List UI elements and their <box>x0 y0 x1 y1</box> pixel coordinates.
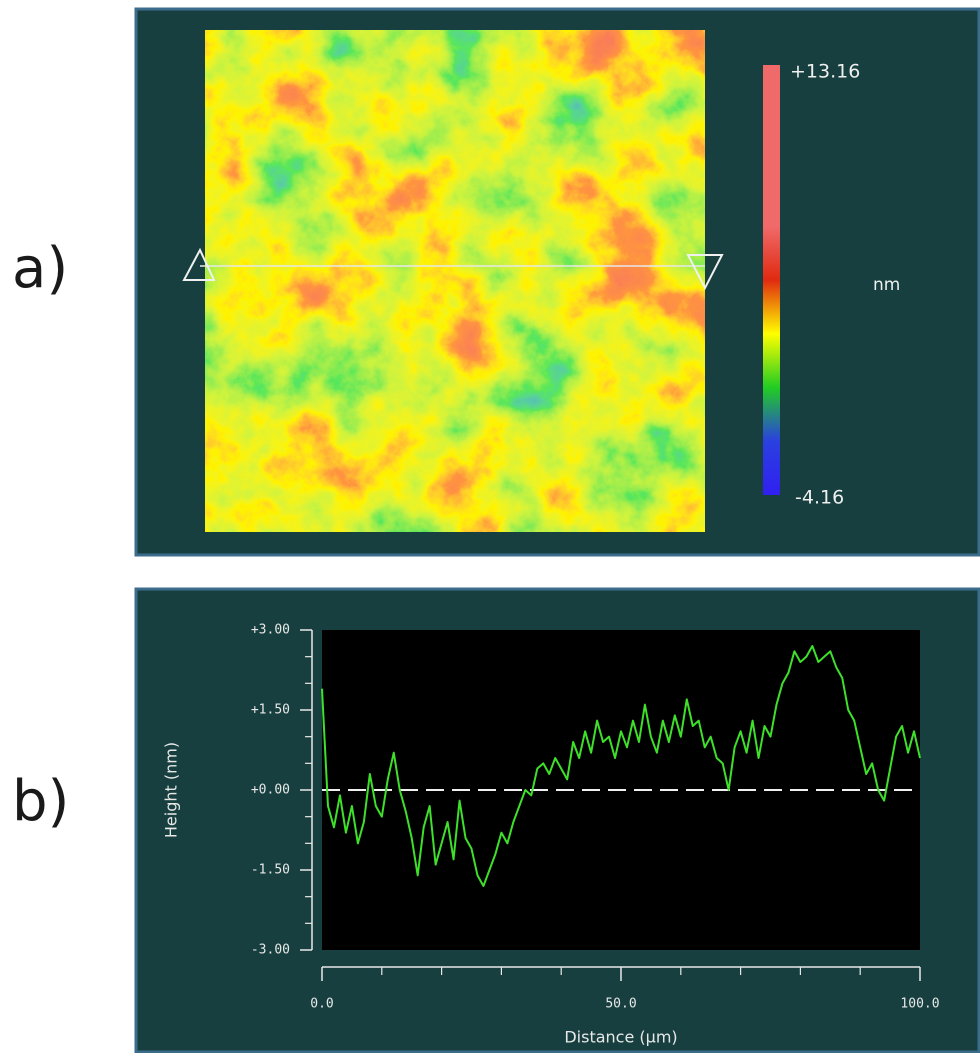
x-axis-title: Distance (µm) <box>564 1028 677 1047</box>
x-tick-label: 0.0 <box>310 997 333 1012</box>
colorbar-min: -4.16 <box>795 487 844 509</box>
y-tick-label: -1.50 <box>251 863 290 878</box>
panel-label: b) <box>12 769 69 834</box>
y-tick-label: +1.50 <box>251 703 290 718</box>
x-tick-label: 50.0 <box>605 997 636 1012</box>
x-tick-label: 100.0 <box>900 997 939 1012</box>
profile-line <box>321 645 921 887</box>
colorbar <box>763 65 780 495</box>
panel-label: a) <box>12 236 68 301</box>
height-map <box>204 29 706 533</box>
marker <box>182 247 216 281</box>
marker <box>686 254 724 291</box>
y-tick-label: +0.00 <box>251 783 290 798</box>
colorbar-max: +13.16 <box>790 61 860 83</box>
y-axis-title: Height (nm) <box>162 742 181 838</box>
colorbar-unit: nm <box>873 275 900 295</box>
y-tick-label: +3.00 <box>251 623 290 638</box>
y-tick-label: -3.00 <box>251 943 290 958</box>
